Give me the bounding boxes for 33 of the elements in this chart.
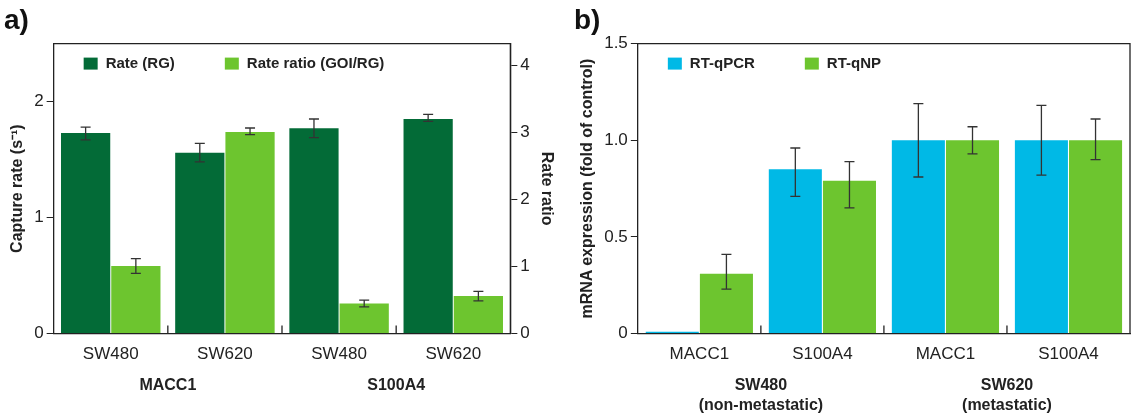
x-tick-label: S100A4 xyxy=(792,344,853,364)
y-tick-label: 1 xyxy=(34,207,44,227)
x-tick-label: MACC1 xyxy=(915,344,976,364)
text: S100A4 xyxy=(367,376,426,394)
y2-tick-label: 2 xyxy=(520,189,530,209)
x-tick-label: SW480 xyxy=(82,344,139,364)
chart-title: b) xyxy=(574,3,601,35)
y-tick-label: 1.0 xyxy=(604,129,628,149)
y-tick-label: 1.5 xyxy=(604,33,628,53)
x-tick-label: SW480 xyxy=(311,344,367,364)
x-tick-label: SW620 xyxy=(425,344,482,364)
text: MACC1 xyxy=(139,376,197,394)
y-tick-label: 0 xyxy=(34,323,44,343)
legend-label: Rate (RG) xyxy=(105,53,175,71)
y-tick-label: 0.5 xyxy=(604,226,628,246)
chart-title: a) xyxy=(4,3,29,35)
y2-tick-label: 1 xyxy=(520,256,530,276)
x-tick-label: S100A4 xyxy=(1038,344,1099,364)
y2-axis-title: Rate ratio xyxy=(538,151,556,226)
text: SW620 (metastatic) xyxy=(962,376,1052,414)
x-tick-label: SW620 xyxy=(197,344,253,364)
x-tick-label: MACC1 xyxy=(669,344,730,364)
y-tick-label: 0 xyxy=(618,323,628,343)
y2-tick-label: 3 xyxy=(520,122,530,142)
y-axis-title: mRNA expression (fold of control) xyxy=(578,58,596,319)
y-tick-label: 2 xyxy=(34,91,44,111)
text: SW480 (non-metastatic) xyxy=(698,376,824,414)
legend-label: RT-qNP xyxy=(826,53,881,71)
y2-tick-label: 4 xyxy=(520,55,530,75)
y-axis-title: Capture rate (s⁻¹) xyxy=(8,124,26,253)
legend-label: RT-qPCR xyxy=(689,53,755,71)
y2-tick-label: 0 xyxy=(520,323,530,343)
legend-label: Rate ratio (GOI/RG) xyxy=(246,53,385,71)
